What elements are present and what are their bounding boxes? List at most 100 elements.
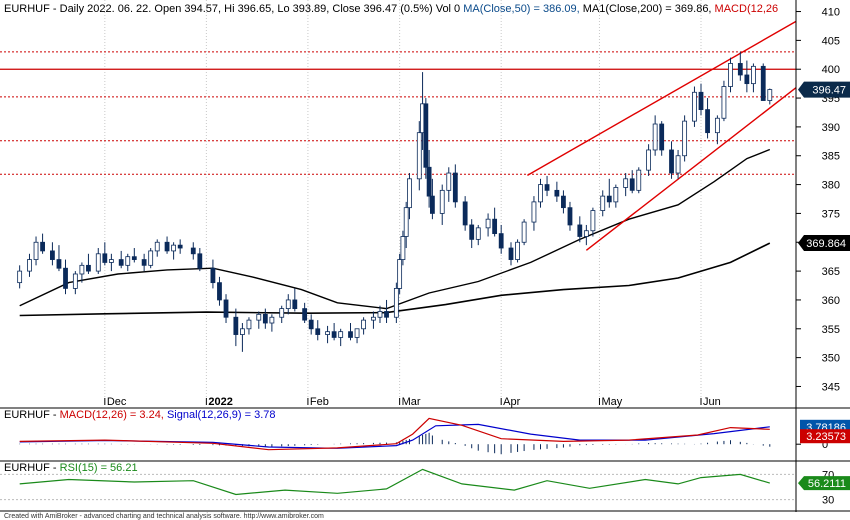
candle-up (767, 89, 773, 101)
candle-down (567, 207, 573, 226)
candle-up (728, 63, 733, 87)
price-tick-label: 345 (822, 381, 840, 393)
candle-down (760, 65, 766, 101)
chart-header: EURHUF - Daily 2022. 06. 22. Open 394.57… (4, 3, 778, 15)
candle-up (148, 250, 154, 266)
candle-down (197, 253, 203, 269)
candle-down (429, 195, 435, 214)
candle-down (508, 247, 514, 260)
candle-down (56, 259, 62, 269)
candle-up (17, 270, 23, 284)
candle-up (403, 207, 409, 237)
candle-up (652, 123, 658, 151)
candle-up (79, 264, 85, 275)
candle-up (613, 187, 619, 203)
candle-up (72, 273, 78, 289)
candle-down (292, 299, 298, 309)
candle-down (40, 241, 45, 252)
candle-up (171, 244, 177, 252)
candle-down (705, 109, 710, 134)
candle-down (426, 166, 432, 197)
candle-down (302, 308, 308, 321)
candle-up (279, 308, 285, 318)
candle-up (338, 331, 344, 338)
candle-up (393, 288, 399, 318)
candle-up (95, 253, 101, 272)
candle-down (50, 250, 55, 260)
candle-down (544, 184, 550, 191)
candle-up (590, 210, 596, 232)
price-tick-label: 380 (822, 180, 840, 192)
candle-down (561, 195, 566, 209)
candle-up (646, 149, 651, 171)
candle-down (315, 328, 321, 335)
trend-channel (527, 20, 797, 251)
candle-up (623, 178, 629, 188)
month-label: Apr (503, 396, 520, 408)
signal-line (19, 423, 770, 449)
rsi-header: EURHUF - RSI(15) = 56.21 (4, 462, 138, 474)
price-tick-label: 405 (822, 35, 840, 47)
candle-up (325, 331, 330, 335)
ma200-tag-box (798, 235, 850, 252)
macd-zero-label: 0 (822, 439, 828, 451)
rsi-line (19, 468, 770, 496)
candle-down (177, 244, 183, 249)
candle-up (416, 132, 422, 180)
price-tick-label: 410 (822, 7, 840, 19)
candle-down (492, 218, 498, 235)
candle-down (384, 311, 389, 318)
candles (17, 51, 773, 352)
candle-down (744, 74, 750, 85)
candle-down (223, 299, 229, 318)
candle-down (498, 233, 504, 249)
candle-down (348, 331, 353, 338)
candle-down (164, 241, 170, 252)
candle-down (577, 224, 583, 237)
candle-up (246, 319, 252, 330)
macd-header: EURHUF - MACD(12,26) = 3.24, Signal(12,2… (4, 409, 276, 421)
price-tick-label: 375 (822, 208, 840, 220)
candle-down (737, 63, 743, 76)
ma200-tag: 369.864 (806, 238, 846, 250)
candle-up (371, 316, 376, 321)
candle-down (469, 224, 475, 240)
candle-down (462, 201, 468, 226)
candle-down (210, 267, 216, 284)
candle-down (217, 282, 222, 301)
candle-up (377, 311, 383, 318)
candle-up (515, 241, 520, 260)
candle-up (714, 117, 720, 134)
channel-upper-line (527, 20, 797, 176)
candle-up (531, 201, 537, 223)
macd-line (19, 417, 770, 451)
candle-up (751, 65, 756, 85)
candle-down (308, 319, 314, 330)
rsi-tag: 56.2111 (808, 478, 846, 490)
rsi-tick-label: 30 (822, 495, 834, 507)
ma200-line (19, 242, 771, 317)
candle-down (131, 256, 137, 260)
price-tick-label: 390 (822, 122, 840, 134)
candle-down (606, 195, 612, 203)
price-tick-label: 350 (822, 353, 840, 365)
footer-credit: Created with AmiBroker - advanced charti… (4, 513, 324, 520)
candle-up (269, 316, 275, 324)
candle-down (554, 189, 560, 197)
candle-down (629, 178, 635, 191)
ma50-line (19, 148, 771, 310)
horizontal-levels (0, 51, 796, 175)
candle-up (354, 328, 360, 338)
candle-up (521, 221, 527, 243)
price-tick-label: 360 (822, 295, 840, 307)
candle-up (583, 230, 589, 237)
candle-up (636, 169, 642, 191)
candle-up (682, 120, 688, 157)
candle-up (446, 172, 452, 191)
price-grid (104, 0, 702, 398)
candle-up (400, 236, 406, 260)
last-price-tag-box (798, 81, 850, 98)
candle-up (240, 328, 245, 335)
